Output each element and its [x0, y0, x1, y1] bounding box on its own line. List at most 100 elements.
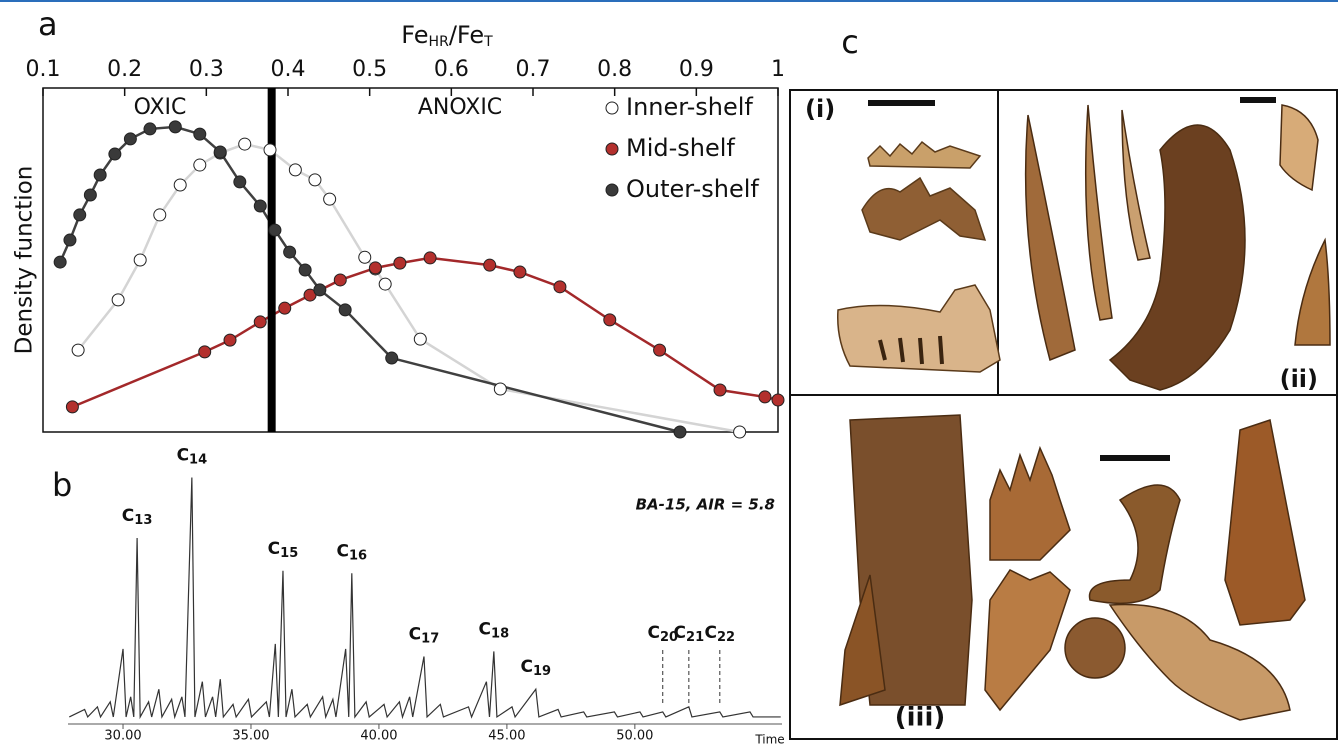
figure: a 0.1 0.2 0.3 0.4 0.5 0.6 0.7 0.8 0.9 1 FeHR/FeT Den…: [0, 0, 1338, 746]
peak-label-text: C: [122, 506, 134, 526]
data-point: [84, 189, 96, 201]
annotation: BA-15, AIR = 5.8: [636, 496, 775, 514]
x-label-subscript: T: [483, 34, 493, 50]
x-tick-label: 35.00: [232, 729, 269, 744]
x-tick-label: 0.4: [271, 57, 306, 82]
subpanel-label: (ii): [1280, 365, 1318, 393]
x-tick-label: 30.00: [104, 729, 141, 744]
data-point: [239, 138, 251, 150]
peak-label: C15: [268, 539, 299, 561]
specimens-ii: [1026, 105, 1330, 390]
x-tick-label: 0.5: [352, 57, 387, 82]
data-point: [654, 344, 666, 356]
legend-label: Outer-shelf: [626, 175, 759, 203]
data-point: [54, 256, 66, 268]
data-point: [314, 284, 326, 296]
x-label-part: /Fe: [449, 21, 484, 49]
data-point: [484, 259, 496, 271]
peak-label-sub: 19: [533, 664, 551, 679]
data-point: [309, 174, 321, 186]
x-tick-label: 45.00: [488, 729, 525, 744]
peak-label-sub: 17: [421, 631, 439, 646]
peak-label-text: C: [409, 624, 421, 644]
data-point: [334, 274, 346, 286]
x-tick-label: 40.00: [360, 729, 397, 744]
x-tick-label: 50.00: [616, 729, 653, 744]
data-point: [424, 252, 436, 264]
data-point: [109, 148, 121, 160]
legend-marker: [606, 102, 618, 114]
data-point: [494, 383, 506, 395]
data-point: [714, 384, 726, 396]
specimens-i: [838, 142, 1000, 372]
data-point: [339, 304, 351, 316]
peak-label: C22: [705, 623, 736, 645]
y-axis-label: Density function: [12, 166, 38, 355]
peak-label-sub: 15: [280, 545, 298, 560]
peak-label-sub: 14: [189, 452, 207, 467]
peak-label: C13: [122, 506, 153, 528]
data-point: [194, 159, 206, 171]
peak-label-text: C: [337, 541, 349, 561]
data-point: [74, 209, 86, 221]
legend-label: Inner-shelf: [626, 93, 753, 121]
x-tick-label: 0.9: [679, 57, 714, 82]
data-point: [224, 334, 236, 346]
data-point: [414, 333, 426, 345]
peak-label: C18: [479, 619, 510, 641]
data-point: [604, 314, 616, 326]
panel-label: a: [38, 5, 58, 43]
data-point: [174, 179, 186, 191]
data-point: [394, 257, 406, 269]
peak-label-text: C: [177, 446, 189, 466]
peak-label-sub: 13: [134, 513, 152, 528]
peak-label-text: C: [647, 623, 659, 643]
series-line: [60, 127, 680, 432]
peak-label-sub: 22: [717, 630, 735, 645]
data-point: [514, 266, 526, 278]
data-point: [214, 146, 226, 158]
panel-label: b: [52, 466, 72, 504]
data-point: [64, 234, 76, 246]
peak-label: C21: [674, 623, 705, 645]
x-axis-label: FeHR/FeT: [401, 21, 493, 50]
x-tick-label: 0.8: [597, 57, 632, 82]
peak-label-text: C: [521, 657, 533, 677]
page: {"chart_data": [ {"type": "line", "panel…: [0, 0, 1338, 746]
data-point: [94, 169, 106, 181]
data-point: [284, 246, 296, 258]
peak-label: C14: [177, 446, 208, 468]
data-point: [269, 224, 281, 236]
data-point: [169, 121, 181, 133]
peak-label-sub: 21: [686, 630, 704, 645]
data-point: [674, 426, 686, 438]
data-point: [72, 344, 84, 356]
annotation: ANOXIC: [418, 95, 502, 120]
panel-label: c: [841, 23, 859, 61]
legend-marker: [606, 184, 618, 196]
data-point: [254, 200, 266, 212]
data-point: [134, 254, 146, 266]
peak-label-sub: 16: [349, 548, 367, 563]
annotation: OXIC: [134, 95, 187, 120]
peak-label-sub: 18: [491, 626, 509, 641]
x-tick-label: 0.3: [189, 57, 224, 82]
x-label-subscript: HR: [429, 34, 450, 50]
x-tick-label: 0.6: [434, 57, 469, 82]
x-tick-label: 0.1: [26, 57, 61, 82]
x-tick-label: 0.2: [107, 57, 142, 82]
top-rule: [0, 0, 1338, 2]
peak-label: C17: [409, 624, 440, 646]
data-point: [386, 352, 398, 364]
data-point: [279, 302, 291, 314]
x-label-part: Fe: [401, 21, 428, 49]
data-point: [112, 294, 124, 306]
x-tick-label: 1: [771, 57, 785, 82]
legend-marker: [606, 143, 618, 155]
peak-label: C16: [337, 541, 368, 563]
data-point: [299, 264, 311, 276]
x-tick-label: 0.7: [516, 57, 551, 82]
peak-label-text: C: [674, 623, 686, 643]
subpanel-label: (i): [805, 95, 835, 123]
peak-label-text: C: [479, 619, 491, 639]
